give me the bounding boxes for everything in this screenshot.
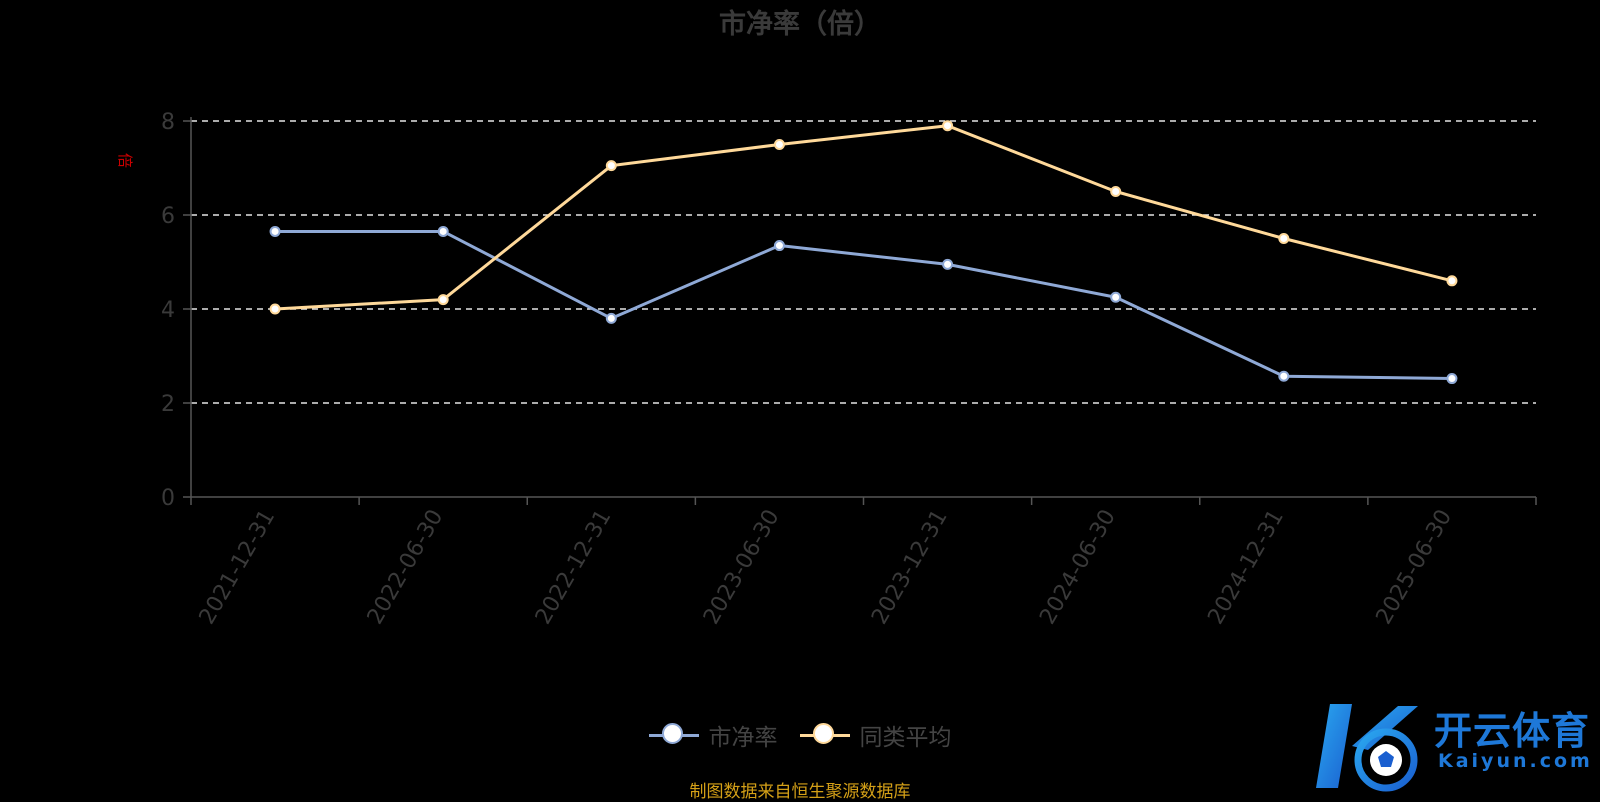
line-chart-plot: 0 2 4 6 8 2021-12-31 2022-06-30 2022-12-31 2023… bbox=[161, 110, 1537, 629]
x-tick-label: 2025-06-30 bbox=[1372, 506, 1458, 629]
watermark-logo: 开云体育 Kaiyun.com bbox=[1312, 698, 1600, 794]
x-tick-labels: 2021-12-31 2022-06-30 2022-12-31 2023-06-30… bbox=[195, 506, 1457, 629]
data-point-avg bbox=[1110, 186, 1122, 197]
grid-lines bbox=[191, 120, 1536, 404]
data-point-pb bbox=[942, 258, 954, 270]
kaiyun-logo-icon bbox=[1316, 704, 1418, 792]
legend-label-avg: 同类平均 bbox=[859, 725, 952, 751]
y-tick-label: 4 bbox=[161, 298, 175, 323]
legend-label-pb: 市净率 bbox=[708, 725, 778, 751]
data-point-avg bbox=[605, 160, 617, 172]
data-point-pb bbox=[605, 312, 617, 324]
legend-swatch-pb bbox=[648, 722, 699, 748]
chart-title: 市净率（倍） bbox=[719, 9, 881, 40]
x-tick-label: 2023-12-31 bbox=[867, 506, 953, 629]
data-point-avg bbox=[1446, 275, 1458, 287]
y-tick-label: 2 bbox=[161, 392, 175, 417]
data-point-avg bbox=[269, 303, 281, 315]
watermark-text-en: Kaiyun.com bbox=[1438, 750, 1593, 772]
legend-marker-pb bbox=[661, 723, 683, 744]
x-tick-label: 2024-12-31 bbox=[1203, 506, 1289, 629]
x-tick-label: 2023-06-30 bbox=[699, 506, 785, 629]
data-point-pb bbox=[1446, 373, 1458, 385]
series-line-pb bbox=[273, 229, 1454, 381]
x-tick-label: 2021-12-31 bbox=[195, 506, 281, 629]
data-point-pb bbox=[437, 225, 449, 237]
series-lines bbox=[269, 120, 1458, 385]
data-point-avg bbox=[1278, 233, 1290, 244]
data-point-pb bbox=[1278, 370, 1290, 382]
legend-swatch-avg bbox=[799, 722, 850, 748]
legend-item-pb[interactable]: 市净率 bbox=[648, 718, 778, 752]
data-point-avg bbox=[773, 139, 785, 150]
x-tick-label: 2022-06-30 bbox=[363, 506, 449, 629]
legend: 市净率 同类平均 bbox=[0, 718, 1600, 752]
source-note: 制图数据来自恒生聚源数据库 bbox=[689, 782, 911, 802]
y-tick-labels: 0 2 4 6 8 bbox=[161, 110, 175, 511]
watermark-text-cn: 开云体育 bbox=[1434, 709, 1591, 753]
data-point-pb bbox=[1110, 291, 1122, 303]
data-point-pb bbox=[269, 225, 281, 237]
y-tick-label: 0 bbox=[161, 486, 175, 511]
data-point-avg bbox=[437, 294, 449, 306]
series-line-avg bbox=[273, 124, 1454, 311]
y-tick-label: 6 bbox=[161, 204, 175, 229]
data-point-pb bbox=[773, 240, 785, 252]
y-tick-label: 8 bbox=[161, 110, 175, 135]
legend-marker-avg bbox=[812, 723, 834, 744]
x-tick-label: 2024-06-30 bbox=[1035, 506, 1121, 629]
x-tick-label: 2022-12-31 bbox=[531, 506, 617, 629]
legend-item-avg[interactable]: 同类平均 bbox=[799, 718, 952, 752]
axes bbox=[183, 117, 1537, 505]
data-point-avg bbox=[942, 120, 954, 132]
